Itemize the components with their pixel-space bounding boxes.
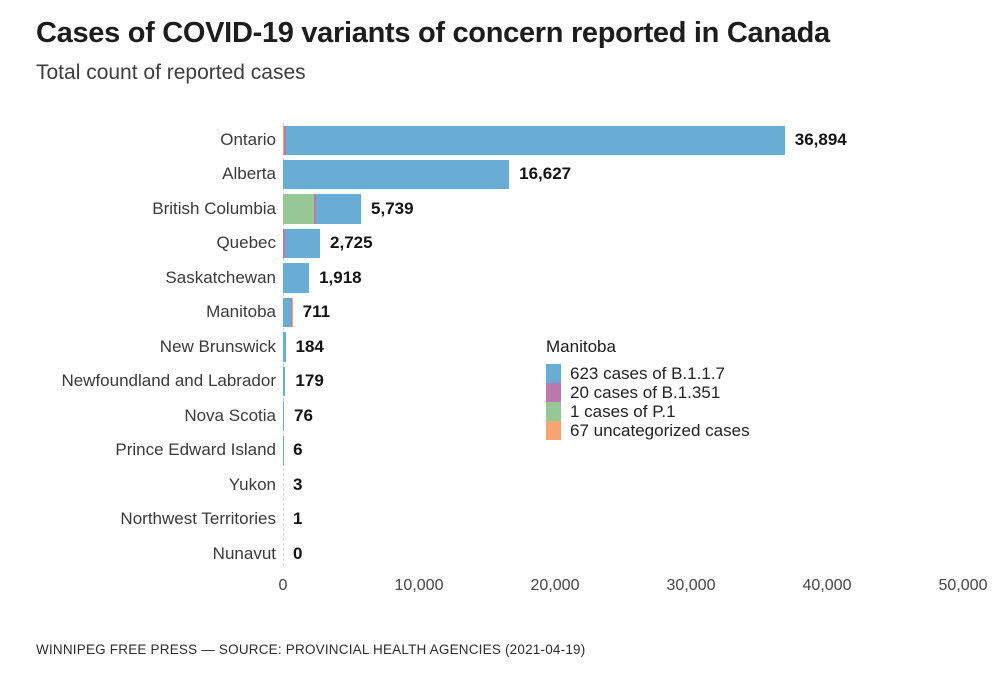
tooltip-item-label: 20 cases of B.1.351 [570, 383, 721, 402]
province-label: British Columbia [152, 198, 276, 218]
bar-segment-b-1-351 [314, 194, 317, 224]
bar-new-brunswick[interactable] [283, 332, 286, 362]
x-axis-tick-label: 10,000 [394, 577, 444, 594]
bar-value-label: 711 [302, 302, 331, 322]
bar-nova-scotia[interactable] [283, 401, 285, 431]
tooltip-item: 1 cases of P.1 [546, 402, 750, 421]
x-axis-tick-label: 50,000 [938, 577, 988, 594]
bar-alberta[interactable] [283, 159, 510, 190]
bar-value-label: 0 [293, 543, 303, 563]
chart-row: Northwest Territories 1 [0, 502, 1000, 536]
province-label: Quebec [216, 233, 276, 253]
bar-segment-b-1-1-7 [283, 263, 310, 293]
bar-segment-b-1-1-7 [283, 332, 286, 362]
province-label: Nunavut [212, 543, 276, 563]
bar-segment-p-1 [283, 194, 315, 224]
chart-row: Manitoba 711 [0, 295, 1000, 329]
chart-row: Nova Scotia 76 [0, 399, 1000, 433]
bar-value-label: 1,918 [319, 267, 362, 287]
bar-segment-b-1-351 [284, 125, 286, 155]
x-axis-tick-label: 20,000 [530, 577, 580, 594]
bar-value-label: 5,739 [371, 198, 414, 218]
bar-segment-b-1-1-7 [283, 401, 285, 431]
bar-value-label: 179 [295, 371, 324, 391]
legend-swatch-b117 [546, 364, 561, 383]
chart-subtitle: Total count of reported cases [36, 61, 306, 84]
chart-title: Cases of COVID-19 variants of concern re… [36, 17, 830, 49]
province-label: Northwest Territories [120, 509, 276, 529]
source-attribution: WINNIPEG FREE PRESS — SOURCE: PROVINCIAL… [36, 642, 586, 657]
province-label: Yukon [228, 474, 276, 494]
tooltip-item: 67 uncategorized cases [546, 421, 750, 440]
chart-row: Yukon 3 [0, 468, 1000, 502]
bar-quebec[interactable] [283, 228, 321, 259]
tooltip-item-label: 623 cases of B.1.1.7 [570, 364, 725, 383]
bar-value-label: 3 [293, 474, 303, 494]
bar-value-label: 1 [293, 509, 303, 529]
bar-segment-b-1-351 [283, 228, 286, 259]
chart-row: Alberta 16,627 [0, 157, 1000, 191]
chart-row: Prince Edward Island 6 [0, 433, 1000, 467]
bar-value-label: 184 [295, 336, 324, 356]
x-axis-tick-label: 30,000 [666, 577, 716, 594]
tooltip-title: Manitoba [546, 337, 616, 356]
province-label: Nova Scotia [184, 405, 276, 425]
province-label: Alberta [222, 164, 276, 184]
chart-row: British Columbia 5,739 [0, 192, 1000, 226]
bar-segment-b-1-1-7 [283, 159, 510, 190]
legend-swatch-b1351 [546, 383, 561, 402]
bar-value-label: 6 [293, 440, 303, 460]
bar-manitoba[interactable] [283, 297, 293, 328]
province-label: Saskatchewan [165, 267, 276, 287]
province-label: New Brunswick [159, 336, 276, 356]
bar-segment-b-1-1-7 [283, 366, 286, 397]
bar-british-columbia[interactable] [283, 194, 362, 224]
tooltip-item: 20 cases of B.1.351 [546, 383, 750, 402]
bar-segment-b-1-1-7 [285, 228, 321, 259]
bar-newfoundland-and-labrador[interactable] [283, 366, 286, 397]
bar-segment-uncategorized [283, 125, 285, 155]
bar-segment-b-1-1-7 [283, 297, 292, 328]
x-axis: 0 10,000 20,000 30,000 40,000 50,000 [0, 577, 1000, 599]
tooltip-item-label: 67 uncategorized cases [570, 421, 750, 440]
bar-segment-uncategorized [291, 297, 293, 328]
province-label: Newfoundland and Labrador [61, 371, 276, 391]
chart-row: Saskatchewan 1,918 [0, 261, 1000, 295]
chart-row: Nunavut 0 [0, 537, 1000, 571]
chart-row: Quebec 2,725 [0, 226, 1000, 260]
bar-value-label: 76 [294, 405, 313, 425]
chart-row: Newfoundland and Labrador 179 [0, 364, 1000, 398]
province-label: Ontario [220, 130, 276, 149]
tooltip-manitoba: Manitoba 623 cases of B.1.1.7 20 cases o… [546, 337, 750, 440]
tooltip-item: 623 cases of B.1.1.7 [546, 364, 750, 383]
bar-segment-b-1-1-7 [286, 125, 785, 155]
chart-row: New Brunswick 184 [0, 330, 1000, 364]
bar-saskatchewan[interactable] [283, 263, 310, 293]
bar-value-label: 2,725 [330, 233, 373, 253]
legend-swatch-uncategorized [546, 421, 561, 440]
x-axis-tick-label: 40,000 [802, 577, 852, 594]
chart-row: Ontario 36,894 [0, 123, 1000, 157]
bar-segment-b-1-1-7 [316, 194, 362, 224]
tooltip-item-label: 1 cases of P.1 [570, 402, 676, 421]
bar-value-label: 36,894 [794, 130, 847, 149]
legend-swatch-p1 [546, 402, 561, 421]
province-label: Manitoba [206, 302, 276, 322]
bar-value-label: 16,627 [519, 164, 572, 184]
bar-ontario[interactable] [283, 125, 785, 155]
x-axis-tick-label: 0 [278, 577, 288, 594]
province-label: Prince Edward Island [115, 440, 276, 460]
